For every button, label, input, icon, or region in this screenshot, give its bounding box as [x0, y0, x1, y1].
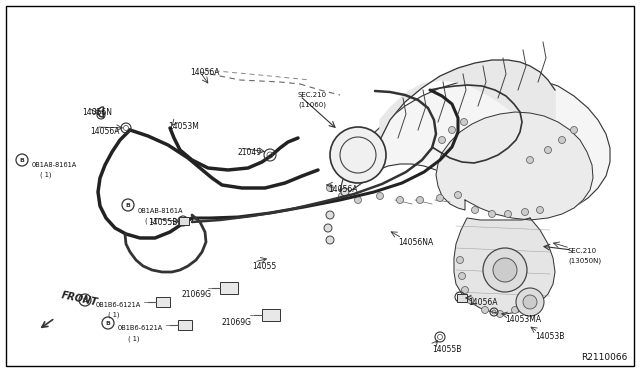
Circle shape	[497, 311, 504, 317]
Circle shape	[355, 196, 362, 203]
Text: 21069G: 21069G	[182, 290, 212, 299]
Polygon shape	[340, 76, 610, 218]
Circle shape	[458, 273, 465, 279]
Circle shape	[472, 206, 479, 214]
Text: B: B	[125, 203, 131, 208]
Text: ( 1): ( 1)	[145, 218, 157, 224]
Circle shape	[326, 211, 334, 219]
Text: 14053M: 14053M	[168, 122, 199, 131]
Text: 0B1B6-6121A: 0B1B6-6121A	[118, 325, 163, 331]
Circle shape	[483, 248, 527, 292]
Text: 0B1B6-6121A: 0B1B6-6121A	[96, 302, 141, 308]
Text: ( 1): ( 1)	[108, 312, 120, 318]
Bar	[179, 217, 189, 225]
Polygon shape	[454, 218, 555, 314]
Text: B: B	[83, 298, 88, 303]
Text: 14056A: 14056A	[328, 185, 358, 194]
Text: 14055B: 14055B	[148, 218, 177, 227]
Text: 14056A: 14056A	[190, 68, 220, 77]
Circle shape	[461, 286, 468, 294]
Circle shape	[527, 157, 534, 164]
Circle shape	[467, 296, 474, 304]
Circle shape	[488, 211, 495, 218]
Circle shape	[438, 137, 445, 144]
Text: SEC.210: SEC.210	[298, 92, 327, 98]
Text: SEC.210: SEC.210	[568, 248, 597, 254]
Circle shape	[330, 127, 386, 183]
Circle shape	[339, 192, 346, 199]
Circle shape	[525, 298, 531, 305]
Text: (11060): (11060)	[298, 102, 326, 109]
Text: 21069G: 21069G	[222, 318, 252, 327]
Bar	[178, 320, 192, 330]
Circle shape	[493, 258, 517, 282]
Text: B: B	[106, 321, 111, 326]
Bar	[262, 309, 280, 321]
Polygon shape	[380, 60, 555, 160]
Circle shape	[456, 257, 463, 263]
Text: 14053B: 14053B	[535, 332, 564, 341]
Circle shape	[326, 236, 334, 244]
Text: 21049: 21049	[238, 148, 262, 157]
Circle shape	[523, 295, 537, 309]
Bar	[457, 294, 467, 302]
Bar	[156, 297, 170, 307]
Text: 14056A: 14056A	[468, 298, 497, 307]
Circle shape	[536, 206, 543, 214]
Text: 14053MA: 14053MA	[505, 315, 541, 324]
Text: 14055B: 14055B	[432, 345, 461, 354]
Circle shape	[511, 307, 518, 314]
Circle shape	[376, 192, 383, 199]
Text: 0B1A8-8161A: 0B1A8-8161A	[32, 162, 77, 168]
Text: (13050N): (13050N)	[568, 258, 601, 264]
Text: B: B	[20, 158, 24, 163]
Circle shape	[559, 137, 566, 144]
Circle shape	[326, 185, 333, 192]
Circle shape	[341, 188, 349, 196]
Text: 14056NA: 14056NA	[398, 238, 433, 247]
Circle shape	[454, 192, 461, 199]
Text: 14056N: 14056N	[82, 108, 112, 117]
Circle shape	[545, 147, 552, 154]
Circle shape	[461, 119, 467, 125]
Circle shape	[449, 126, 456, 134]
Text: R2110066: R2110066	[582, 353, 628, 362]
Circle shape	[481, 307, 488, 314]
Text: 0B1AB-8161A: 0B1AB-8161A	[138, 208, 184, 214]
Text: FRONT: FRONT	[60, 291, 99, 308]
Text: 14056A: 14056A	[90, 127, 120, 136]
Circle shape	[417, 196, 424, 203]
Circle shape	[570, 126, 577, 134]
Circle shape	[516, 288, 544, 316]
Circle shape	[397, 196, 403, 203]
Circle shape	[504, 211, 511, 218]
Text: ( 1): ( 1)	[40, 172, 51, 179]
Text: ( 1): ( 1)	[128, 335, 140, 341]
Circle shape	[436, 195, 444, 202]
Polygon shape	[436, 112, 593, 220]
Text: 14055: 14055	[252, 262, 276, 271]
Circle shape	[522, 208, 529, 215]
Bar	[220, 282, 238, 294]
Circle shape	[324, 224, 332, 232]
